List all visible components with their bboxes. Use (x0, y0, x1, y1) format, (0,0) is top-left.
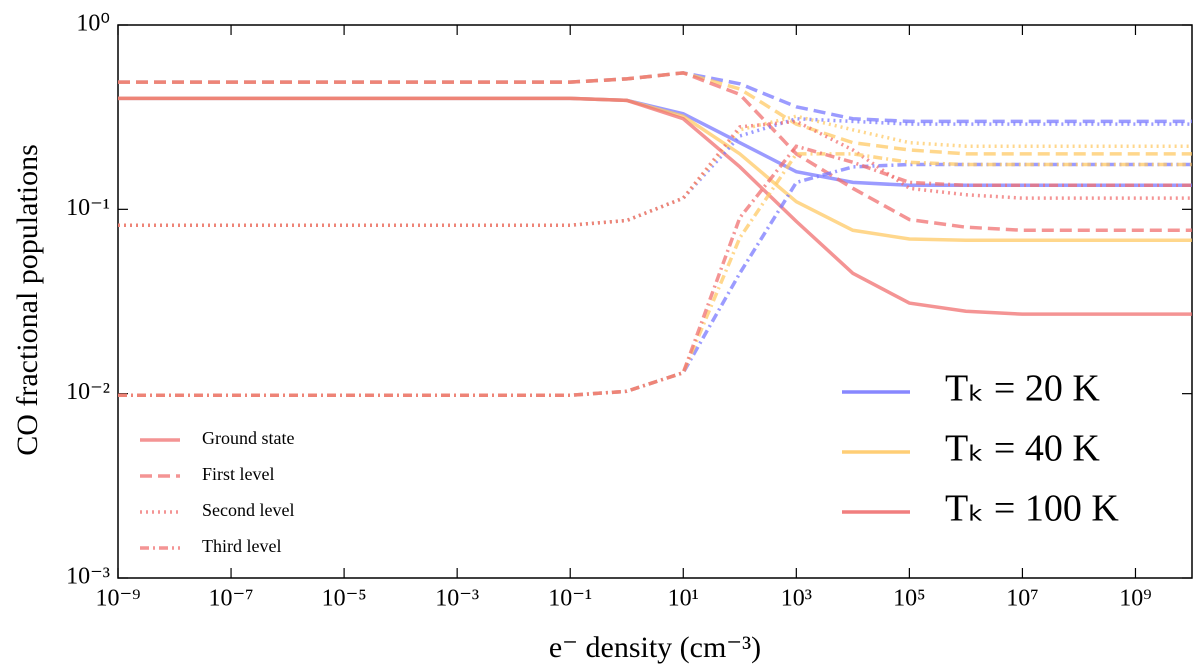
data-line (118, 114, 1192, 227)
legend-label: Tₖ = 20 K (945, 368, 1100, 410)
plot-frame (117, 24, 1193, 579)
data-line (118, 116, 1192, 227)
x-tick-label: 10⁻⁹ (95, 586, 140, 612)
data-line (118, 152, 1192, 398)
x-axis-label: e⁻ density (cm⁻³) (549, 631, 761, 664)
legend-label: Tₖ = 100 K (945, 488, 1119, 530)
x-tick-label: 10⁻¹ (548, 586, 592, 612)
y-tick-label: 10⁻² (66, 379, 110, 405)
data-line (118, 96, 1192, 242)
legend-label: Third level (202, 536, 281, 556)
x-tick-label: 10⁻⁵ (322, 586, 367, 612)
data-line (118, 162, 1192, 398)
legend-label: First level (202, 464, 275, 484)
y-axis-label: CO fractional populations (11, 144, 44, 456)
data-line (118, 119, 1192, 227)
x-tick-label: 10⁹ (1119, 586, 1151, 612)
x-tick-label: 10³ (781, 586, 812, 612)
legend-label: Second level (202, 500, 294, 520)
y-tick-label: 10⁻¹ (66, 195, 110, 221)
x-tick-label: 10⁵ (893, 586, 925, 612)
x-tick-label: 10⁻⁷ (209, 586, 254, 612)
y-tick-label: 10⁻³ (66, 564, 110, 590)
data-line (118, 71, 1192, 233)
x-tick-label: 10¹ (668, 586, 699, 612)
x-tick-label: 10⁻³ (435, 586, 479, 612)
legend-label: Ground state (202, 428, 294, 448)
legend-label: Tₖ = 40 K (945, 428, 1100, 470)
data-line (118, 144, 1192, 398)
x-tick-label: 10⁷ (1006, 586, 1038, 612)
y-tick-label: 10⁰ (76, 11, 110, 37)
data-line (118, 96, 1192, 316)
data-line (118, 71, 1192, 156)
